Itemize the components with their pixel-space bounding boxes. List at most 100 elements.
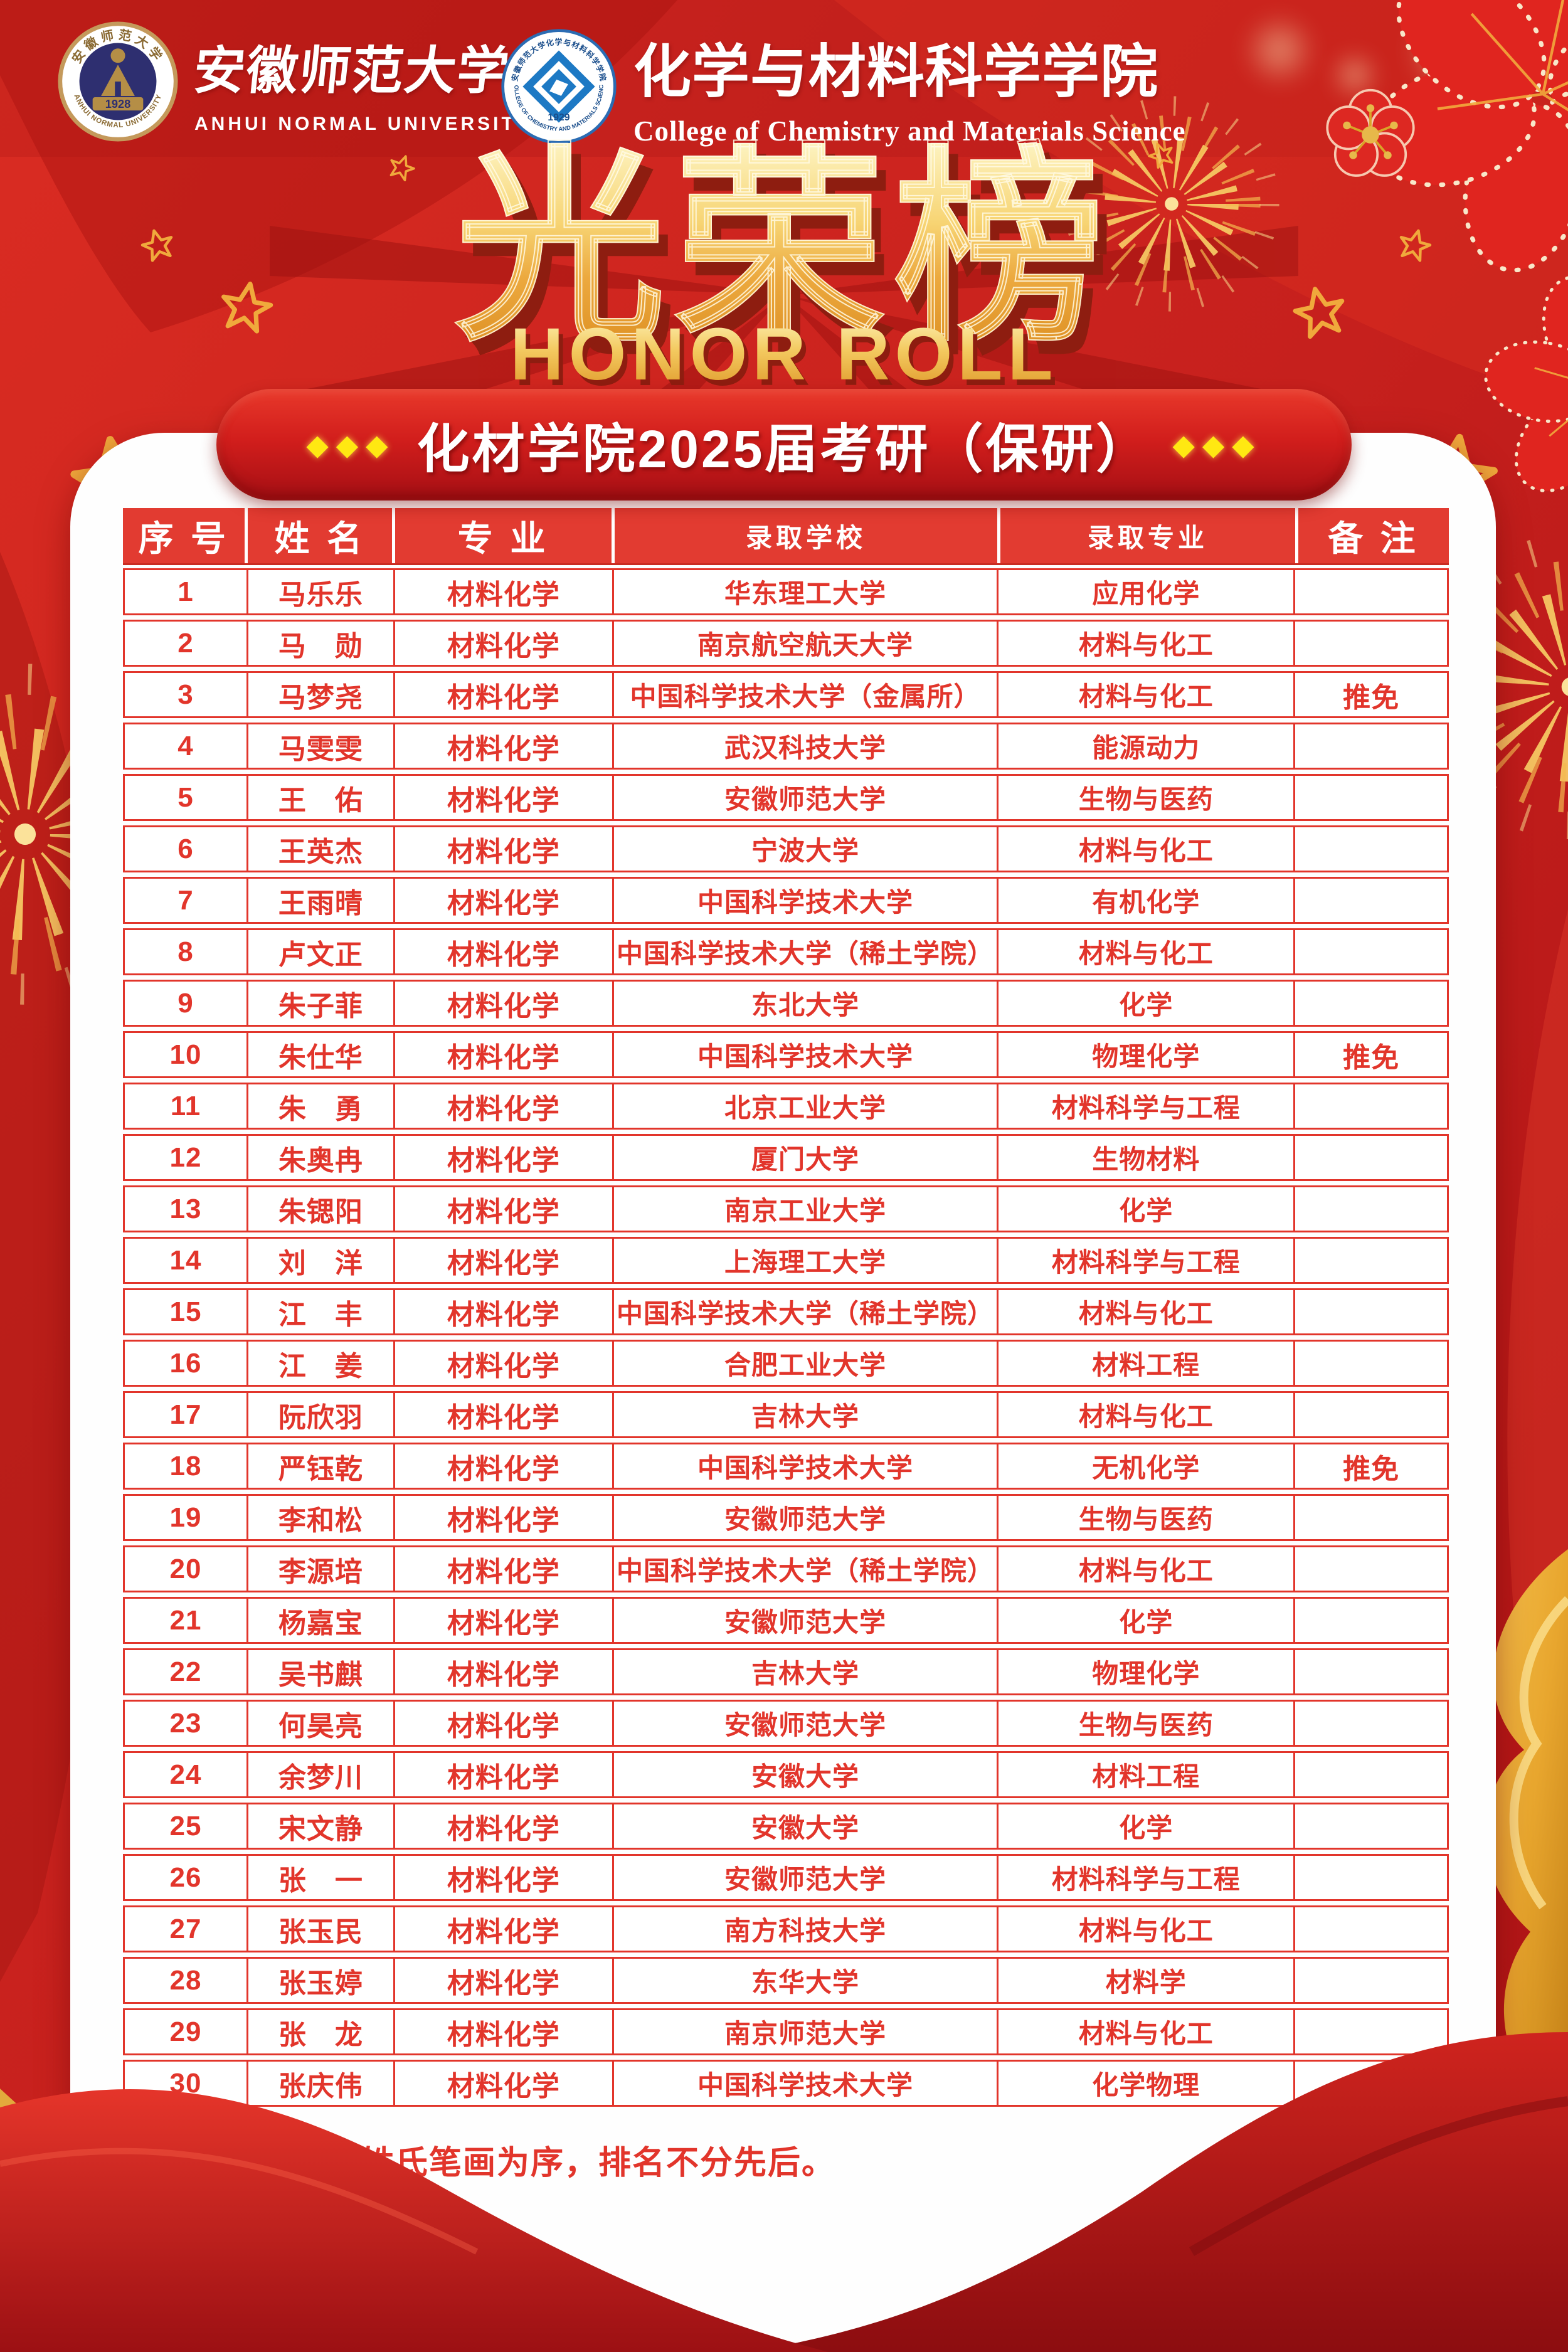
cell-admit: 材料与化工	[997, 2010, 1293, 2053]
cell-name: 马梦尧	[246, 673, 393, 716]
cell-major: 材料化学	[393, 1136, 612, 1179]
table-row: 17 阮欣羽 材料化学 吉林大学 材料与化工	[123, 1391, 1449, 1438]
cell-name: 宋文静	[246, 1804, 393, 1848]
cell-note	[1293, 982, 1447, 1025]
cell-note	[1293, 1804, 1447, 1848]
cell-major: 材料化学	[393, 1239, 612, 1282]
college-header: 1929 安徽师范大学化学与材料科学学院 COLLEGE OF CHEMISTR…	[501, 25, 1186, 147]
cell-name: 江 姜	[246, 1342, 393, 1385]
table-row: 15 江 丰材料化学 中国科学技术大学（稀土学院） 材料与化工	[123, 1288, 1449, 1335]
cell-name: 张玉民	[246, 1907, 393, 1951]
cell-admit: 材料与化工	[997, 930, 1293, 973]
column-header: 姓 名	[245, 508, 392, 563]
cell-name: 张庆伟	[246, 2062, 393, 2105]
cell-name: 刘 洋	[246, 1239, 393, 1282]
table-header-row: 序 号姓 名专 业录取学校 录取专业备 注	[123, 508, 1449, 563]
cell-no: 2	[177, 627, 194, 659]
table-row: 2 马 勋材料化学 南京航空航天大学 材料与化工	[123, 620, 1449, 667]
cell-admit: 材料工程	[997, 1342, 1293, 1385]
cell-no: 25	[169, 1810, 202, 1841]
cell-no: 1	[177, 576, 194, 607]
cell-no: 29	[169, 2016, 202, 2047]
cell-name: 卢文正	[246, 930, 393, 973]
cell-name: 王雨晴	[246, 879, 393, 922]
cell-school: 厦门大学	[612, 1136, 997, 1179]
cell-admit: 化学	[997, 1187, 1293, 1231]
cell-admit: 生物与医药	[997, 1702, 1293, 1745]
cell-name: 张玉婷	[246, 1959, 393, 2002]
cell-no: 9	[177, 987, 194, 1019]
cell-note	[1293, 1290, 1447, 1333]
cell-major: 材料化学	[393, 2010, 612, 2053]
cell-major: 材料化学	[393, 1187, 612, 1231]
cell-major: 材料化学	[393, 827, 612, 871]
cell-major: 材料化学	[393, 1959, 612, 2002]
cell-major: 材料化学	[393, 1599, 612, 1642]
table-row: 25 宋文静 材料化学 安徽大学 化学	[123, 1803, 1449, 1850]
cell-admit: 物理化学	[997, 1650, 1293, 1693]
banner-text: 化材学院2025届考研（保研）	[416, 419, 1152, 479]
cell-no: 16	[169, 1347, 202, 1379]
cell-note	[1293, 1753, 1447, 1796]
table-row: 24 余梦川 材料化学 安徽大学 材料工程	[123, 1751, 1449, 1798]
table-row: 16 江 姜材料化学 合肥工业大学 材料工程	[123, 1340, 1449, 1387]
cell-school: 北京工业大学	[612, 1084, 997, 1128]
cell-school: 中国科学技术大学	[612, 1033, 997, 1076]
cell-school: 南方科技大学	[612, 1907, 997, 1951]
cell-admit: 材料与化工	[997, 827, 1293, 871]
cell-school: 武汉科技大学	[612, 724, 997, 768]
cell-major: 材料化学	[393, 1650, 612, 1693]
cell-name: 李和松	[246, 1496, 393, 1539]
cell-admit: 材料与化工	[997, 1547, 1293, 1591]
college-seal: 1929 安徽师范大学化学与材料科学学院 COLLEGE OF CHEMISTR…	[501, 28, 617, 144]
cell-school: 中国科学技术大学	[612, 1444, 997, 1488]
cell-major: 材料化学	[393, 776, 612, 819]
cell-admit: 材料工程	[997, 1753, 1293, 1796]
table-row: 19 李和松 材料化学 安徽师范大学 生物与医药	[123, 1494, 1449, 1541]
cell-admit: 生物与医药	[997, 776, 1293, 819]
cell-school: 中国科学技术大学（稀土学院）	[612, 1547, 997, 1591]
college-seal-year: 1929	[548, 112, 569, 122]
cell-no: 3	[177, 679, 194, 710]
cell-school: 安徽师范大学	[612, 1856, 997, 1899]
cell-note	[1293, 570, 1447, 613]
bottom-silk-drapes	[0, 2032, 1568, 2352]
table-row: 30 张庆伟 材料化学 中国科学技术大学 化学物理	[123, 2060, 1449, 2107]
cell-no: 7	[177, 884, 194, 916]
table-row: 22 吴书麒 材料化学 吉林大学 物理化学	[123, 1648, 1449, 1695]
cell-note	[1293, 1187, 1447, 1231]
cell-note	[1293, 879, 1447, 922]
cell-no: 10	[169, 1039, 202, 1070]
cell-major: 材料化学	[393, 1804, 612, 1848]
table-row: 28 张玉婷 材料化学 东华大学 材料学	[123, 1957, 1449, 2004]
cell-school: 安徽师范大学	[612, 776, 997, 819]
cell-note	[1293, 827, 1447, 871]
cell-school: 合肥工业大学	[612, 1342, 997, 1385]
cell-no: 24	[169, 1759, 202, 1790]
cell-no: 6	[177, 833, 194, 864]
column-header: 备 注	[1295, 508, 1449, 563]
cell-note	[1293, 1547, 1447, 1591]
cell-major: 材料化学	[393, 673, 612, 716]
cell-school: 南京航空航天大学	[612, 622, 997, 665]
title-shadow-layer: 光荣榜	[10, 157, 1568, 368]
cell-no: 5	[177, 781, 194, 813]
university-seal: 1928 安徽师范大学 ANHUI NORMAL UNIVERSITY	[58, 21, 178, 142]
table-row: 14 刘 洋材料化学 上海理工大学 材料科学与工程	[123, 1237, 1449, 1284]
table-row: 13 朱锶阳 材料化学 南京工业大学 化学	[123, 1185, 1449, 1232]
table-row: 23 何昊亮 材料化学 安徽师范大学 生物与医药	[123, 1700, 1449, 1747]
cell-school: 华东理工大学	[612, 570, 997, 613]
cell-school: 中国科学技术大学（金属所）	[612, 673, 997, 716]
diamonds-right-icon: ◆◆◆	[1172, 428, 1262, 461]
cell-name: 朱 勇	[246, 1084, 393, 1128]
cell-school: 东北大学	[612, 982, 997, 1025]
cell-admit: 应用化学	[997, 570, 1293, 613]
cell-school: 安徽师范大学	[612, 1599, 997, 1642]
cell-note	[1293, 622, 1447, 665]
gold-ribbon	[1485, 1549, 1568, 2145]
table-row: 9 朱子菲 材料化学 东北大学 化学	[123, 980, 1449, 1027]
seal-year: 1928	[105, 97, 131, 110]
cell-admit: 无机化学	[997, 1444, 1293, 1488]
cell-note	[1293, 930, 1447, 973]
cell-school: 南京工业大学	[612, 1187, 997, 1231]
